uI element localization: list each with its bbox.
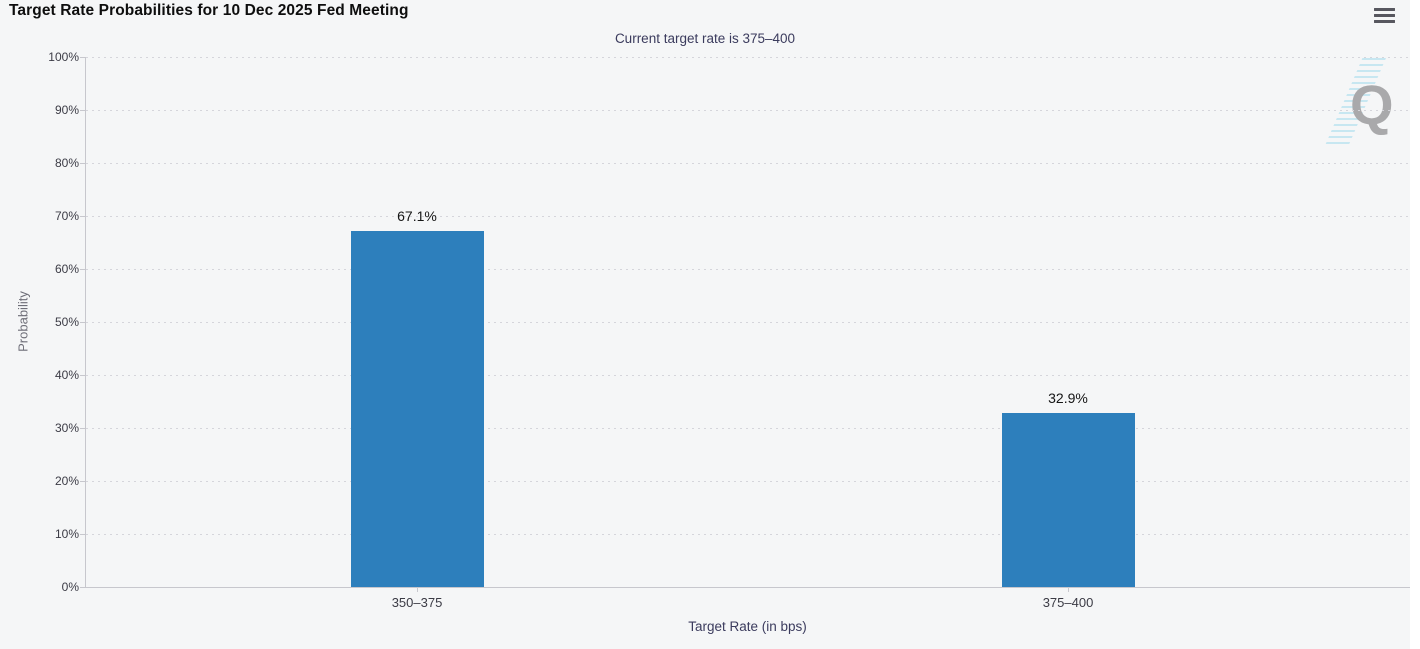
gridline [86,163,1408,164]
y-tick-mark [80,216,86,217]
plot-area: 100% 90% 80% 70% 60% 50% 40% 30% 20% 10% 0% 67.1% 35… [48,50,1411,610]
bar-value-label: 32.9% [1048,390,1088,406]
y-tick-label: 70% [54,209,79,223]
y-tick-label: 30% [54,421,79,435]
probability-bar-350–375[interactable] [350,231,484,587]
gridline [86,216,1408,217]
x-tick-mark [417,587,418,592]
page-title: Target Rate Probabilities for 10 Dec 202… [9,2,409,19]
y-tick-mark [80,110,86,111]
y-tick-label: 100% [48,50,79,64]
gridline [86,375,1408,376]
y-tick-label: 90% [54,103,79,117]
y-axis-title: Probability [15,291,31,352]
hamburger-menu-icon[interactable] [1374,8,1395,25]
x-axis-title: Target Rate (in bps) [688,619,807,634]
y-tick-label: 20% [54,474,79,488]
gridline [86,481,1408,482]
y-tick-label: 60% [54,262,79,276]
gridline [86,322,1408,323]
gridline [86,57,1408,58]
gridline [86,110,1408,111]
y-tick-label: 10% [54,527,79,541]
y-tick-mark [80,375,86,376]
x-category-label: 350–375 [391,595,443,610]
y-tick-mark [80,428,86,429]
y-tick-label: 0% [61,580,79,594]
x-category-label: 375–400 [1042,595,1094,610]
y-tick-mark [80,587,86,588]
right-margin-strip [1410,0,1420,649]
gridline [86,269,1408,270]
y-tick-mark [80,322,86,323]
y-tick-mark [80,57,86,58]
x-tick-mark [1068,587,1069,592]
gridline [86,428,1408,429]
bar-value-label: 67.1% [397,208,437,224]
y-tick-mark [80,481,86,482]
gridline [86,534,1408,535]
y-tick-label: 80% [54,156,79,170]
y-tick-label: 40% [54,368,79,382]
y-tick-mark [80,534,86,535]
y-tick-mark [80,163,86,164]
probability-bar-375–400[interactable] [1001,413,1135,587]
y-tick-mark [80,269,86,270]
chart-subtitle: Current target rate is 375–400 [614,31,796,46]
y-tick-label: 50% [54,315,79,329]
